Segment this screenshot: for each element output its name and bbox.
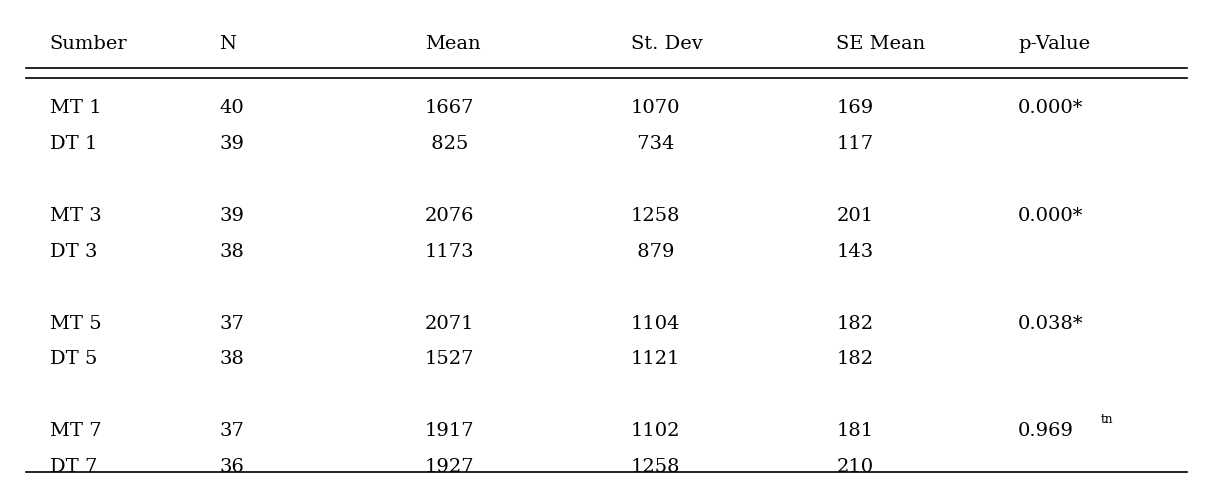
Text: 1104: 1104 — [631, 314, 680, 332]
Text: MT 5: MT 5 — [50, 314, 102, 332]
Text: 182: 182 — [837, 350, 873, 368]
Text: MT 7: MT 7 — [50, 422, 102, 440]
Text: DT 5: DT 5 — [50, 350, 97, 368]
Text: 1258: 1258 — [631, 206, 680, 224]
Text: 2076: 2076 — [425, 206, 474, 224]
Text: 1102: 1102 — [631, 422, 680, 440]
Text: 36: 36 — [220, 458, 244, 475]
Text: 181: 181 — [837, 422, 873, 440]
Text: 117: 117 — [837, 134, 873, 152]
Text: 210: 210 — [837, 458, 873, 475]
Text: 0.000*: 0.000* — [1018, 99, 1083, 117]
Text: 0.969: 0.969 — [1018, 422, 1074, 440]
Text: 39: 39 — [220, 206, 244, 224]
Text: St. Dev: St. Dev — [631, 35, 702, 53]
Text: 1927: 1927 — [425, 458, 474, 475]
Text: 201: 201 — [837, 206, 873, 224]
Text: 38: 38 — [220, 242, 244, 260]
Text: 0.038*: 0.038* — [1018, 314, 1083, 332]
Text: 1527: 1527 — [425, 350, 474, 368]
Text: DT 7: DT 7 — [50, 458, 97, 475]
Text: 1121: 1121 — [631, 350, 680, 368]
Text: 734: 734 — [631, 134, 674, 152]
Text: Mean: Mean — [425, 35, 480, 53]
Text: Sumber: Sumber — [50, 35, 127, 53]
Text: tn: tn — [1100, 412, 1112, 425]
Text: 37: 37 — [220, 314, 244, 332]
Text: 39: 39 — [220, 134, 244, 152]
Text: N: N — [220, 35, 237, 53]
Text: 40: 40 — [220, 99, 244, 117]
Text: MT 3: MT 3 — [50, 206, 102, 224]
Text: DT 3: DT 3 — [50, 242, 97, 260]
Text: 38: 38 — [220, 350, 244, 368]
Text: 0.000*: 0.000* — [1018, 206, 1083, 224]
Text: 2071: 2071 — [425, 314, 474, 332]
Text: 169: 169 — [837, 99, 873, 117]
Text: DT 1: DT 1 — [50, 134, 97, 152]
Text: 825: 825 — [425, 134, 468, 152]
Text: 182: 182 — [837, 314, 873, 332]
Text: 879: 879 — [631, 242, 674, 260]
Text: 1667: 1667 — [425, 99, 474, 117]
Text: 1173: 1173 — [425, 242, 474, 260]
Text: 1258: 1258 — [631, 458, 680, 475]
Text: 1917: 1917 — [425, 422, 474, 440]
Text: p-Value: p-Value — [1018, 35, 1090, 53]
Text: SE Mean: SE Mean — [837, 35, 926, 53]
Text: 1070: 1070 — [631, 99, 680, 117]
Text: 37: 37 — [220, 422, 244, 440]
Text: MT 1: MT 1 — [50, 99, 102, 117]
Text: 143: 143 — [837, 242, 873, 260]
